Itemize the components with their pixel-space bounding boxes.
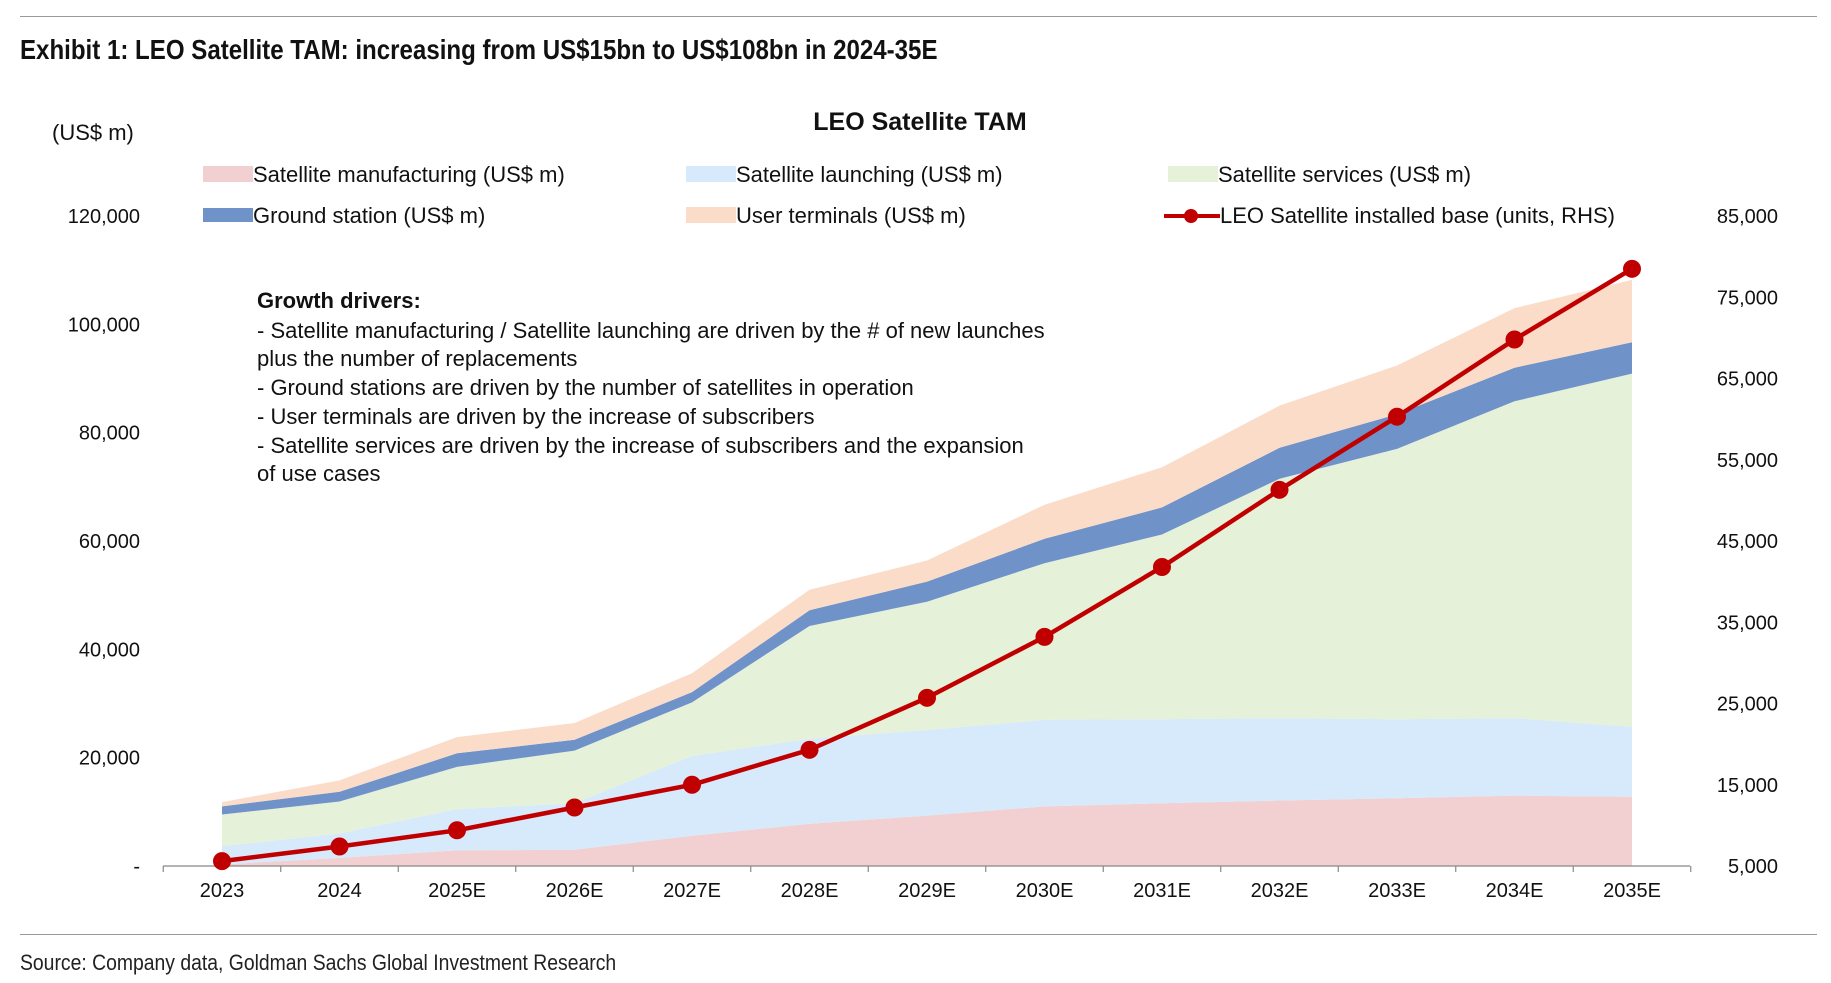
exhibit-title: Exhibit 1: LEO Satellite TAM: increasing…	[20, 34, 938, 65]
x-tick-label: 2023	[200, 880, 245, 902]
y2-tick-label: 75,000	[1717, 287, 1778, 309]
area-series-5	[222, 279, 1632, 807]
installed-base-point	[1505, 330, 1524, 349]
y-tick-label: 80,000	[79, 423, 140, 445]
installed-base-point	[918, 688, 936, 707]
note-line-2: plus the number of replacements	[257, 346, 577, 371]
x-tick-label: 2032E	[1251, 880, 1309, 902]
installed-base-point	[1623, 259, 1641, 278]
installed-base-point	[330, 837, 349, 856]
legend-swatch-user-terminals	[686, 207, 736, 223]
chart-title: LEO Satellite TAM	[813, 108, 1026, 136]
x-tick-label: 2026E	[546, 880, 604, 902]
legend-marker-installed-base	[1184, 209, 1198, 223]
note-line-6: of use cases	[257, 461, 381, 486]
x-tick-label: 2030E	[1016, 880, 1074, 902]
installed-base-point	[1270, 480, 1289, 499]
installed-base-point	[448, 821, 466, 840]
x-tick-label: 2025E	[428, 880, 486, 902]
area-series-1	[222, 795, 1632, 866]
installed-base-point	[1153, 558, 1171, 576]
y-tick-label: 20,000	[79, 748, 140, 770]
y-tick-label: -	[133, 856, 140, 878]
x-tick-label: 2029E	[898, 880, 956, 902]
y-tick-label: 40,000	[79, 639, 140, 661]
y2-axis-ticks: 5,000 15,000 25,000 35,000 45,000 55,000 65,00…	[1717, 206, 1778, 878]
source-note: Source: Company data, Goldman Sachs Glob…	[20, 950, 617, 975]
y2-tick-label: 55,000	[1717, 450, 1778, 472]
x-tick-label: 2033E	[1368, 880, 1426, 902]
y2-tick-label: 85,000	[1717, 206, 1778, 228]
note-line-3: - Ground stations are driven by the numb…	[257, 375, 914, 400]
note-heading: Growth drivers:	[257, 288, 421, 313]
y-tick-label: 120,000	[68, 206, 140, 228]
x-axis-ticks: 2023 2024 2025E 2026E 2027E 2028E 2029E 2030E 20…	[162, 866, 1692, 902]
top-rule	[20, 16, 1817, 17]
legend-label-ground-station: Ground station (US$ m)	[253, 203, 485, 228]
y2-tick-label: 45,000	[1717, 531, 1778, 553]
x-tick-label: 2035E	[1603, 880, 1661, 902]
legend-swatch-services	[1168, 166, 1218, 182]
y2-tick-label: 35,000	[1717, 612, 1778, 634]
area-series-4	[222, 342, 1632, 815]
legend-label-launching: Satellite launching (US$ m)	[736, 162, 1003, 187]
note-line-5: - Satellite services are driven by the i…	[257, 433, 1024, 458]
installed-base-point	[800, 740, 819, 759]
y-axis-ticks: - 20,000 40,000 60,000 80,000 100,000 120,000	[68, 206, 140, 878]
legend-swatch-ground-station	[203, 208, 253, 222]
legend-label-manufacturing: Satellite manufacturing (US$ m)	[253, 162, 565, 187]
x-tick-label: 2027E	[663, 880, 721, 902]
legend-label-user-terminals: User terminals (US$ m)	[736, 203, 966, 228]
installed-base-point	[213, 852, 231, 871]
y2-tick-label: 65,000	[1717, 369, 1778, 391]
note-line-4: - User terminals are driven by the incre…	[257, 404, 815, 429]
y-tick-label: 60,000	[79, 531, 140, 553]
area-series-2	[222, 718, 1632, 865]
y2-tick-label: 15,000	[1717, 775, 1778, 797]
installed-base-point	[565, 798, 584, 817]
x-tick-label: 2034E	[1486, 880, 1544, 902]
y-axis-unit-label: (US$ m)	[52, 120, 134, 145]
legend-label-services: Satellite services (US$ m)	[1218, 162, 1471, 187]
x-tick-label: 2024	[317, 880, 362, 902]
bottom-rule	[20, 934, 1817, 935]
legend: Satellite manufacturing (US$ m) Satellit…	[203, 162, 1615, 228]
growth-drivers-note: Growth drivers: - Satellite manufacturin…	[257, 288, 1045, 486]
legend-swatch-manufacturing	[203, 166, 253, 182]
installed-base-point	[1388, 407, 1406, 426]
y-tick-label: 100,000	[68, 314, 140, 336]
note-line-1: - Satellite manufacturing / Satellite la…	[257, 318, 1045, 343]
installed-base-point	[1035, 627, 1054, 646]
x-tick-label: 2031E	[1133, 880, 1191, 902]
legend-swatch-launching	[686, 166, 736, 182]
x-tick-label: 2028E	[781, 880, 839, 902]
installed-base-line	[213, 259, 1641, 871]
y2-tick-label: 5,000	[1728, 856, 1778, 878]
installed-base-point	[683, 775, 701, 794]
legend-label-installed-base: LEO Satellite installed base (units, RHS…	[1220, 203, 1615, 228]
y2-tick-label: 25,000	[1717, 694, 1778, 716]
